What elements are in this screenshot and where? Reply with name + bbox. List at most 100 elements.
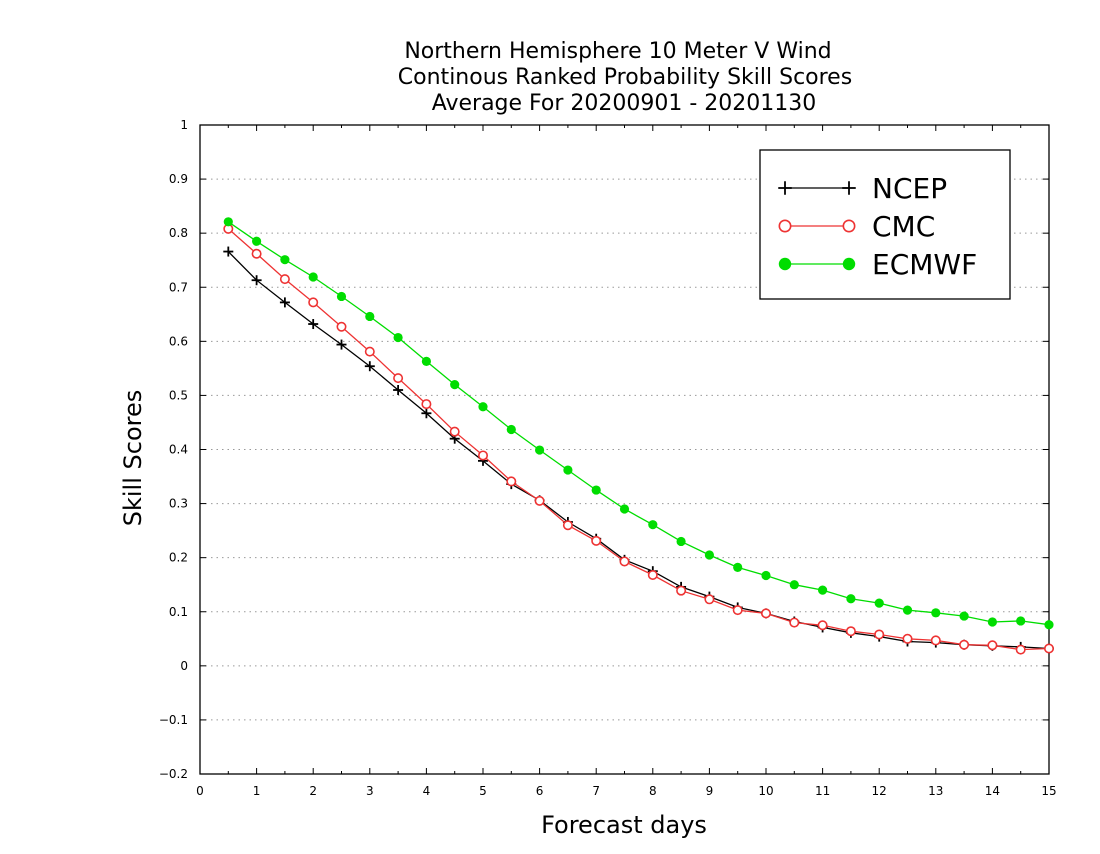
ecmwf-marker — [506, 424, 516, 435]
ecmwf-marker — [1044, 620, 1054, 630]
cmc-marker — [902, 633, 913, 644]
cmc-marker — [534, 495, 545, 506]
cmc-marker — [449, 426, 460, 437]
ecmwf-marker — [1016, 616, 1026, 626]
ecmwf-marker — [676, 536, 686, 547]
cmc-marker — [591, 535, 602, 546]
ecmwf-marker — [789, 580, 799, 590]
cmc-marker — [930, 635, 941, 646]
ecmwf-marker — [987, 617, 998, 627]
x-tick-label: 10 — [758, 784, 773, 798]
ncep-marker — [223, 246, 234, 257]
y-tick-label: 0.3 — [169, 497, 188, 511]
ecmwf-marker — [563, 465, 573, 475]
ncep-series — [223, 246, 1054, 654]
legend-box — [759, 149, 1011, 300]
title-line-1: Northern Hemisphere 10 Meter V Wind — [404, 39, 831, 64]
ecmwf-marker — [778, 257, 792, 271]
ecmwf-marker — [336, 291, 347, 302]
cmc-marker — [676, 585, 687, 596]
y-tick-label: 0.9 — [169, 172, 188, 186]
x-tick-label: 9 — [706, 784, 714, 798]
chart-title: Northern Hemisphere 10 Meter V Wind Cont… — [398, 39, 852, 116]
ecmwf-marker — [450, 380, 460, 390]
ecmwf-marker — [704, 550, 715, 560]
cmc-marker — [647, 569, 658, 580]
cmc-marker — [619, 556, 630, 567]
ecmwf-marker — [619, 504, 630, 514]
ecmwf-marker — [846, 594, 856, 604]
y-tick-label: 0.4 — [169, 443, 188, 457]
x-tick-label: 1 — [253, 784, 261, 798]
cmc-marker — [842, 219, 856, 233]
y-tick-label: −0.1 — [159, 713, 188, 727]
cmc-marker — [845, 626, 856, 637]
cmc-marker — [364, 346, 375, 357]
ecmwf-marker — [308, 272, 318, 282]
y-tick-label: 0.6 — [169, 334, 188, 348]
ecmwf-series — [223, 217, 1054, 630]
title-line-2: Continous Ranked Probability Skill Score… — [398, 65, 852, 90]
cmc-marker — [308, 297, 319, 308]
ecmwf-marker — [648, 520, 658, 530]
x-tick-label: 3 — [366, 784, 374, 798]
y-tick-label: 0.1 — [169, 605, 188, 619]
ncep-marker — [778, 181, 792, 195]
axis-layer: −0.2−0.100.10.20.30.40.50.60.70.80.910 1 2… — [159, 118, 1057, 798]
ecmwf-marker — [535, 445, 545, 455]
cmc-marker — [959, 639, 970, 650]
cmc-marker — [874, 629, 885, 640]
cmc-marker — [1015, 644, 1026, 655]
y-axis-label: Skill Scores — [119, 390, 147, 527]
cmc-marker — [251, 248, 262, 259]
ecmwf-marker — [842, 257, 856, 271]
ecmwf-marker — [478, 402, 488, 412]
ecmwf-marker — [280, 255, 290, 265]
legend-items: NCEP CMC ECMWF — [778, 172, 977, 281]
ncep-marker — [308, 319, 319, 330]
ncep-marker — [279, 297, 290, 308]
ncep-marker — [842, 181, 856, 195]
ecmwf-marker — [393, 332, 403, 343]
ncep-marker — [336, 339, 347, 350]
legend-item-cmc: CMC — [778, 210, 935, 243]
title-line-3: Average For 20200901 - 20201130 — [432, 91, 817, 116]
cmc-marker — [817, 620, 828, 631]
cmc-marker — [506, 476, 517, 487]
y-tick-label: −0.2 — [159, 767, 188, 781]
x-tick-label: 12 — [872, 784, 887, 798]
cmc-marker — [393, 373, 404, 384]
x-tick-label: 13 — [928, 784, 943, 798]
legend-label-cmc: CMC — [872, 210, 935, 243]
cmc-marker — [477, 450, 488, 461]
y-tick-label: 1 — [180, 118, 188, 132]
x-tick-label: 0 — [196, 784, 204, 798]
ecmwf-marker — [365, 311, 375, 322]
cmc-series — [223, 223, 1055, 655]
ecmwf-marker — [761, 570, 771, 581]
ncep-marker — [421, 408, 432, 419]
y-tick-label: 0.5 — [169, 388, 188, 402]
y-tick-label: 0 — [180, 659, 188, 673]
series-layer — [223, 217, 1055, 655]
legend: NCEP CMC ECMWF — [759, 149, 1011, 300]
ecmwf-marker — [421, 356, 431, 366]
x-tick-label: 6 — [536, 784, 544, 798]
ecmwf-marker — [733, 562, 743, 573]
y-tick-label: 0.8 — [169, 226, 188, 240]
x-tick-label: 15 — [1041, 784, 1056, 798]
ecmwf-marker — [874, 598, 884, 608]
x-tick-label: 4 — [423, 784, 431, 798]
ncep-marker — [393, 385, 404, 396]
legend-item-ncep: NCEP — [778, 172, 947, 205]
ncep-marker — [251, 275, 262, 286]
cmc-marker — [336, 321, 347, 332]
x-tick-label: 7 — [592, 784, 600, 798]
ecmwf-marker — [591, 485, 601, 495]
cmc-marker — [789, 617, 800, 628]
cmc-marker — [760, 608, 771, 619]
ecmwf-marker — [223, 217, 233, 227]
ecmwf-marker — [902, 605, 913, 615]
